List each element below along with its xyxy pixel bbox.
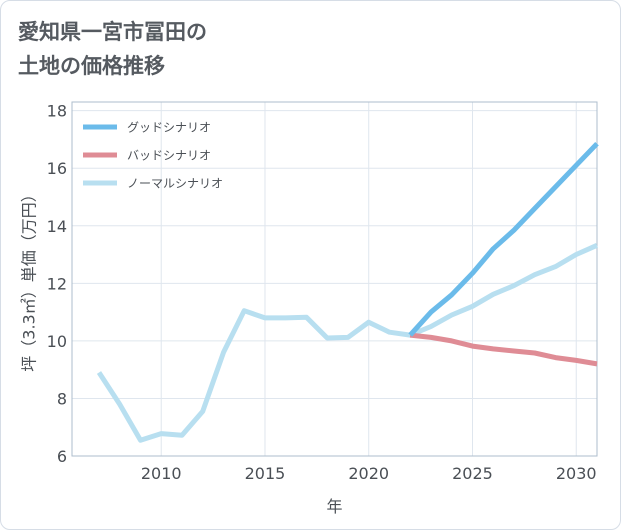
chart-title-line-1: 愛知県一宮市冨田の <box>18 20 207 44</box>
series-line-0 <box>408 141 599 337</box>
legend-label-0: グッドシナリオ <box>127 121 211 135</box>
series-line-1 <box>409 332 598 367</box>
legend-label-1: バッドシナリオ <box>127 149 211 163</box>
x-tick-label: 2020 <box>348 464 389 483</box>
y-tick-label: 18 <box>47 102 67 121</box>
y-axis-ticks: 6 8 10 12 14 16 18 <box>47 102 67 466</box>
plot-area-frame <box>71 101 598 457</box>
x-tick-label: 2015 <box>245 464 286 483</box>
x-tick-label: 2030 <box>556 464 597 483</box>
y-tick-label: 16 <box>47 159 67 178</box>
y-tick-label: 6 <box>57 447 67 466</box>
x-tick-label: 2025 <box>452 464 493 483</box>
x-axis-label: 年 <box>326 497 342 516</box>
x-axis-ticks: 2010 2015 2020 2025 2030 <box>141 464 597 483</box>
series-layer <box>96 141 599 443</box>
x-tick-label: 2010 <box>141 464 182 483</box>
y-tick-label: 8 <box>57 389 67 408</box>
y-tick-label: 10 <box>47 332 67 351</box>
y-tick-label: 14 <box>47 217 67 236</box>
y-axis-label: 坪（3.3㎡）単価（万円） <box>20 186 39 371</box>
chart-title-line-2: 土地の価格推移 <box>18 54 165 78</box>
y-tick-label: 12 <box>47 274 67 293</box>
series-line-2 <box>96 243 599 443</box>
chart-title: 愛知県一宮市冨田の 土地の価格推移 <box>18 15 207 83</box>
legend-label-2: ノーマルシナリオ <box>127 177 223 191</box>
